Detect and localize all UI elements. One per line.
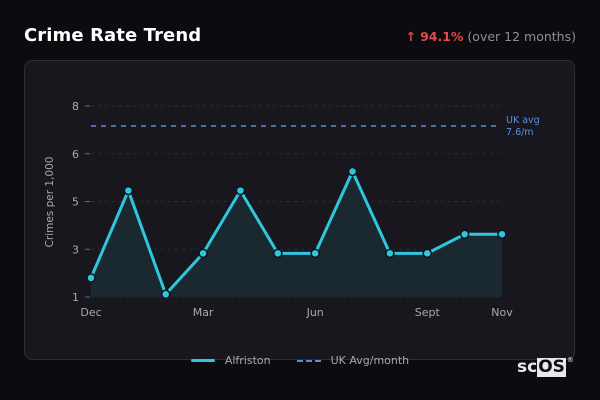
change-period: (over 12 months) bbox=[467, 29, 576, 44]
scos-logo: sc OS ® bbox=[517, 356, 574, 377]
legend-item-uk-avg[interactable]: UK Avg/month bbox=[296, 354, 410, 367]
x-tick-label: Nov bbox=[491, 306, 513, 319]
data-point[interactable] bbox=[422, 248, 433, 259]
legend-label: Alfriston bbox=[224, 354, 271, 367]
dashed-line-swatch-icon bbox=[296, 359, 321, 362]
data-point[interactable] bbox=[385, 248, 395, 259]
data-point[interactable] bbox=[123, 185, 134, 196]
y-tick-label: 6 bbox=[72, 148, 79, 161]
y-axis: 1 3 5 6 8 bbox=[72, 100, 90, 304]
series-line bbox=[89, 169, 502, 296]
change-indicator: ↑ 94.1% (over 12 months) bbox=[406, 29, 576, 44]
data-point[interactable] bbox=[347, 166, 358, 177]
legend-item-alfriston[interactable]: Alfriston bbox=[190, 354, 271, 367]
data-point[interactable] bbox=[459, 229, 470, 239]
data-point[interactable] bbox=[198, 248, 208, 259]
x-axis: Dec Mar Jun Sept Nov bbox=[80, 306, 513, 319]
data-point[interactable] bbox=[160, 289, 171, 300]
data-point[interactable] bbox=[310, 248, 320, 259]
data-point[interactable] bbox=[497, 229, 507, 239]
y-tick-label: 3 bbox=[72, 243, 79, 256]
chart-card bbox=[24, 60, 575, 360]
y-tick-label: 1 bbox=[72, 291, 79, 304]
solid-line-swatch-icon bbox=[190, 359, 215, 362]
y-axis-label: Crimes per 1,000 bbox=[44, 157, 56, 248]
arrow-up-icon: ↑ bbox=[405, 29, 417, 44]
chart-legend: Alfriston UK Avg/month bbox=[0, 354, 600, 367]
data-points bbox=[86, 166, 507, 300]
x-tick-label: Sept bbox=[415, 306, 441, 319]
page-title: Crime Rate Trend bbox=[24, 25, 202, 46]
series-area bbox=[91, 171, 502, 297]
data-point[interactable] bbox=[235, 185, 246, 196]
x-tick-label: Dec bbox=[80, 306, 101, 319]
uk-average-label-2: 7.6/m bbox=[506, 127, 534, 138]
change-percent: 94.1% bbox=[420, 29, 464, 44]
legend-label: UK Avg/month bbox=[330, 354, 410, 367]
y-tick-label: 5 bbox=[72, 196, 79, 209]
x-tick-label: Jun bbox=[306, 306, 324, 319]
uk-average-label-1: UK avg bbox=[506, 115, 540, 126]
data-point[interactable] bbox=[86, 273, 96, 283]
y-tick-label: 8 bbox=[72, 100, 79, 113]
data-point[interactable] bbox=[273, 248, 283, 259]
x-tick-label: Mar bbox=[193, 306, 214, 319]
